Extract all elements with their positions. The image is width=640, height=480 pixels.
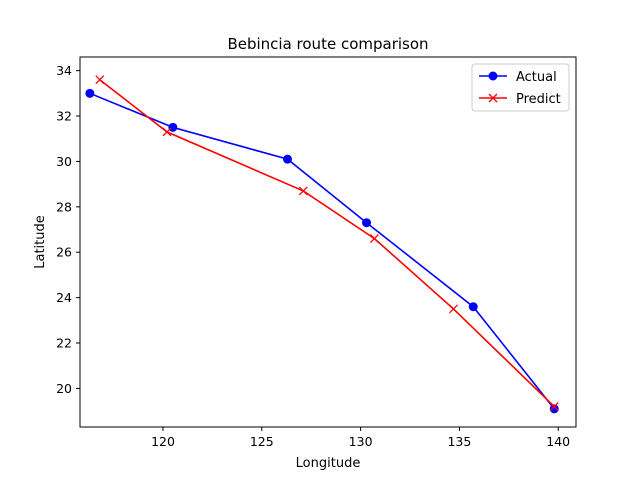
y-tick-label: 30 bbox=[56, 154, 72, 169]
data-point-predict bbox=[449, 304, 458, 314]
x-axis-title: Longitude bbox=[296, 456, 361, 471]
y-tick-label: 32 bbox=[56, 109, 72, 124]
legend-marker-predict bbox=[488, 93, 498, 103]
legend-label-predict: Predict bbox=[516, 92, 561, 107]
y-tick-label: 20 bbox=[56, 381, 72, 396]
x-tick-label: 130 bbox=[349, 434, 373, 449]
data-point-actual bbox=[168, 122, 178, 132]
data-point-predict bbox=[298, 186, 308, 196]
y-tick-label: 22 bbox=[56, 336, 72, 351]
data-point-predict bbox=[162, 127, 172, 137]
x-tick-label: 125 bbox=[250, 434, 274, 449]
y-axis: 20 22 24 26 28 30 32 34 bbox=[56, 63, 80, 396]
x-axis: 120 125 130 135 140 bbox=[151, 427, 570, 449]
legend: Actual Predict bbox=[471, 63, 570, 112]
plot-frame bbox=[79, 56, 577, 428]
x-tick-label: 135 bbox=[447, 434, 471, 449]
data-point-actual bbox=[468, 302, 478, 312]
data-point-actual bbox=[282, 154, 292, 164]
series-line-predict bbox=[99, 79, 555, 408]
y-tick-label: 28 bbox=[56, 199, 72, 214]
y-tick-label: 24 bbox=[56, 290, 72, 305]
y-tick-label: 26 bbox=[56, 245, 72, 260]
x-tick-label: 120 bbox=[151, 434, 175, 449]
data-point-actual bbox=[549, 404, 559, 414]
data-point-predict bbox=[369, 234, 379, 244]
y-tick-label: 34 bbox=[56, 63, 72, 78]
data-point-predict bbox=[549, 402, 559, 412]
legend-label-actual: Actual bbox=[516, 70, 557, 85]
data-point-actual bbox=[362, 218, 372, 228]
x-tick-label: 140 bbox=[546, 434, 570, 449]
data-point-predict bbox=[95, 75, 105, 85]
legend-marker-actual bbox=[488, 71, 498, 81]
chart-title: Bebincia route comparison bbox=[227, 35, 428, 53]
data-point-actual bbox=[85, 88, 95, 98]
series-line-actual bbox=[89, 92, 555, 410]
y-axis-title: Latitude bbox=[33, 215, 48, 269]
plot-area bbox=[85, 75, 559, 414]
